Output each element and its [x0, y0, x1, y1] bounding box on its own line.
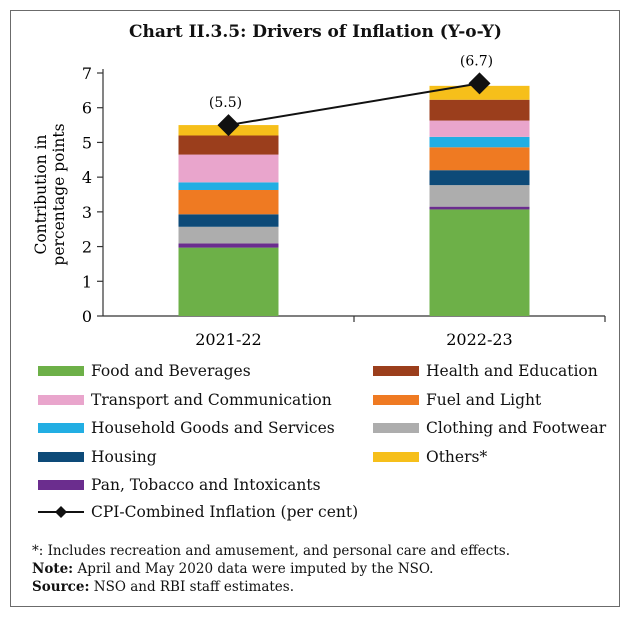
- bar-segment: [429, 99, 530, 121]
- y-tick-label: 1: [82, 272, 92, 291]
- chart-plot: 0 1 2 3 4 5 6 7 Contribution in percentage points…: [32, 53, 606, 349]
- cpi-data-label: (6.7): [460, 53, 493, 69]
- legend-swatch: [38, 423, 84, 433]
- legend-label: Pan, Tobacco and Intoxicants: [91, 476, 321, 494]
- legend-item: Transport and Communication: [38, 391, 332, 409]
- note-line: Note: April and May 2020 data were imput…: [32, 560, 612, 578]
- bar-segment: [178, 182, 279, 190]
- chart-legend: Food and Beverages Transport and Communic…: [38, 362, 618, 532]
- bar-segment: [429, 206, 530, 210]
- cpi-marker: [468, 72, 491, 95]
- legend-swatch: [373, 366, 419, 376]
- legend-line-swatch: [38, 505, 84, 518]
- bar-segment: [178, 226, 279, 244]
- legend-item: Household Goods and Services: [38, 419, 335, 437]
- y-tick-label: 2: [82, 238, 92, 257]
- y-tick-label: 6: [82, 99, 92, 118]
- legend-label: Food and Beverages: [91, 362, 251, 380]
- bar-segment: [429, 170, 530, 186]
- bar-segment: [429, 120, 530, 137]
- legend-label: Others*: [426, 447, 488, 466]
- legend-item: Housing: [38, 448, 157, 466]
- legend-swatch: [38, 394, 84, 405]
- legend-item: Food and Beverages: [38, 362, 251, 380]
- y-axis-title-line: Contribution in: [32, 134, 50, 254]
- source-line: Source: NSO and RBI staff estimates.: [32, 578, 612, 596]
- y-axis-title-line: percentage points: [50, 123, 68, 265]
- bar-segment: [178, 135, 279, 155]
- x-tick-label: 2021-22: [195, 330, 261, 349]
- bar-segment: [178, 247, 279, 316]
- legend-swatch: [373, 451, 419, 462]
- legend-label: Transport and Communication: [91, 390, 332, 409]
- legend-item: Fuel and Light: [373, 391, 541, 409]
- y-tick-label: 5: [82, 133, 92, 152]
- chart-frame: [10, 10, 620, 607]
- legend-label: CPI-Combined Inflation (per cent): [91, 502, 359, 521]
- chart-notes: *: Includes recreation and amusement, an…: [32, 542, 612, 596]
- legend-label: Health and Education: [426, 362, 598, 380]
- bar-segment: [178, 189, 279, 215]
- bar-segment: [429, 147, 530, 171]
- legend-label: Fuel and Light: [426, 390, 542, 409]
- legend-swatch: [373, 394, 419, 405]
- legend-item: Pan, Tobacco and Intoxicants: [38, 476, 321, 494]
- bar-segment: [429, 185, 530, 207]
- y-tick-label: 3: [82, 203, 92, 222]
- x-tick-label: 2022-23: [446, 330, 512, 349]
- legend-item: Clothing and Footwear: [373, 419, 606, 437]
- y-tick-label: 0: [82, 307, 92, 326]
- bar-segment: [178, 243, 279, 248]
- legend-item: Health and Education: [373, 362, 598, 380]
- footnote: *: Includes recreation and amusement, an…: [32, 543, 510, 559]
- note-text: April and May 2020 data were imputed by …: [73, 561, 434, 577]
- legend-swatch: [38, 480, 84, 490]
- legend-item: Others*: [373, 448, 487, 466]
- legend-item: CPI-Combined Inflation (per cent): [38, 503, 358, 521]
- source-text: NSO and RBI staff estimates.: [89, 579, 295, 595]
- legend-swatch: [38, 366, 84, 376]
- note-label: Note:: [32, 561, 74, 577]
- bar-segment: [178, 154, 279, 183]
- legend-label: Housing: [91, 447, 157, 466]
- legend-label: Clothing and Footwear: [426, 419, 607, 437]
- y-tick-label: 4: [82, 168, 92, 187]
- bar-segment: [429, 209, 530, 316]
- legend-swatch: [38, 451, 84, 462]
- cpi-line: [228, 82, 480, 127]
- legend-swatch: [373, 423, 419, 433]
- source-label: Source:: [32, 579, 90, 595]
- chart-title: Chart II.3.5: Drivers of Inflation (Y-o-…: [129, 22, 502, 42]
- legend-label: Household Goods and Services: [91, 419, 335, 437]
- cpi-data-label: (5.5): [209, 95, 242, 111]
- y-tick-label: 7: [82, 64, 92, 83]
- bar-segment: [178, 214, 279, 227]
- bar-segment: [429, 136, 530, 148]
- cpi-marker: [217, 114, 240, 137]
